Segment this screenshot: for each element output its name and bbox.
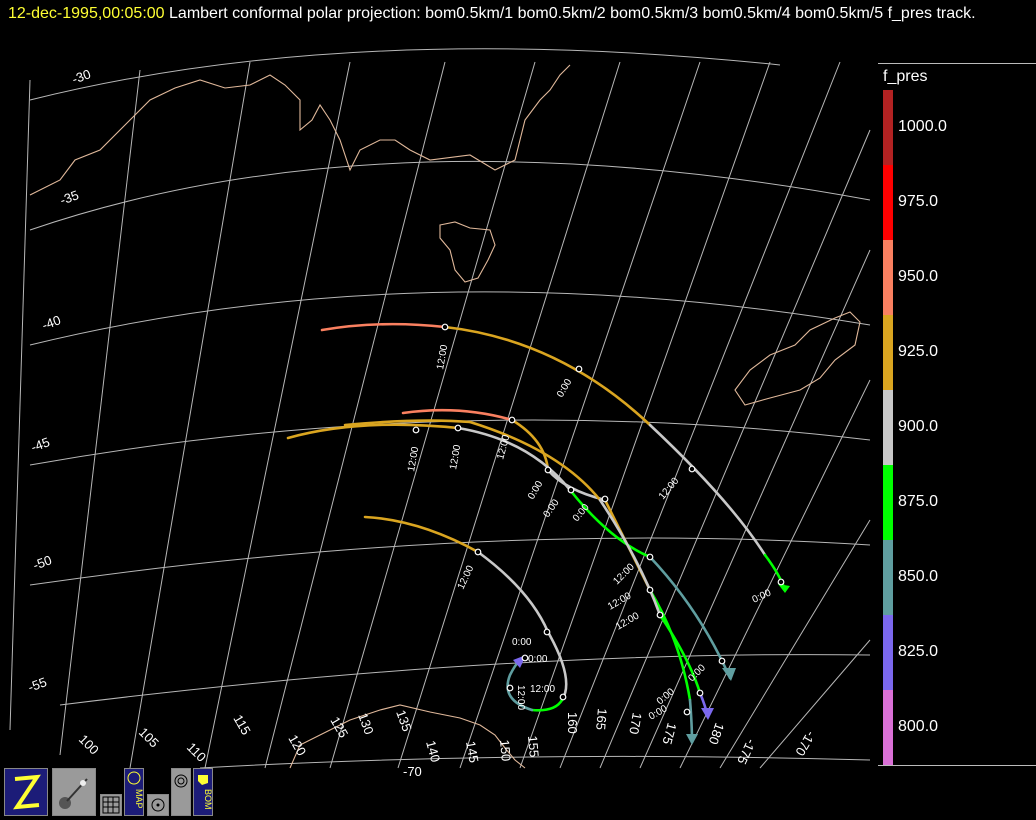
lat-label: -70 (403, 764, 422, 779)
colorbar-label: 825.0 (898, 643, 939, 660)
time-label: 12:00 (515, 685, 526, 710)
colorbar-label: 925.0 (898, 343, 939, 360)
lat-label: -45 (29, 434, 52, 455)
title-text: Lambert conformal polar projection: bom0… (164, 5, 976, 22)
radar-icon[interactable] (171, 768, 191, 816)
colorbar-label: 975.0 (898, 193, 939, 210)
lon-label: 105 (136, 725, 162, 751)
track-points (412, 323, 785, 716)
lon-label: 130 (355, 711, 377, 737)
coastline (29, 64, 861, 769)
colorbar-label: 1000.0 (898, 118, 947, 135)
lon-label: 155 (525, 735, 542, 758)
colorbar-bottom-rule (878, 765, 1036, 766)
time-label: 12:00 (406, 446, 421, 473)
time-label: 12:00 (614, 610, 642, 632)
lon-label: 150 (497, 739, 514, 762)
lat-label: -50 (31, 552, 54, 573)
lon-label: 110 (184, 740, 209, 765)
lon-label: 175 (659, 721, 679, 746)
lon-label: 160 (565, 712, 580, 734)
lon-label: 170 (626, 711, 645, 735)
zeus-logo-icon[interactable] (4, 768, 48, 816)
colorbar-swatch (883, 240, 893, 315)
lon-label: 100 (76, 732, 102, 758)
colorbar-swatch (883, 90, 893, 165)
storm-tracks (286, 322, 787, 744)
colorbar-label: 950.0 (898, 268, 939, 285)
colorbar-swatch (883, 390, 893, 465)
lon-label: 135 (393, 708, 415, 734)
target-icon[interactable] (147, 794, 169, 816)
time-labels: 12:00 0:00 12:00 0:00 12:00 12:00 12:00 … (406, 344, 773, 723)
time-label: 0:00 (541, 497, 561, 520)
title-date: 12-dec-1995,00:05:00 (8, 5, 165, 22)
colorbar-label: 875.0 (898, 493, 939, 510)
colorbar-swatch (883, 540, 893, 615)
lon-label: 180 (706, 721, 728, 747)
time-label: 12:00 (530, 684, 555, 695)
lon-label: 120 (285, 732, 309, 758)
colorbar-label: 800.0 (898, 718, 939, 735)
map-icon[interactable]: MAP (124, 768, 144, 816)
grid-icon[interactable] (100, 794, 122, 816)
colorbar-swatch (883, 315, 893, 390)
colorbar-swatch (883, 165, 893, 240)
lon-label: -170 (792, 729, 818, 759)
bom-icon[interactable]: BOM (193, 768, 213, 816)
lat-label: -55 (26, 674, 49, 695)
time-label: 12:00 (606, 590, 634, 612)
colorbar-label: 900.0 (898, 418, 939, 435)
time-label: 0:00 (526, 479, 545, 502)
time-label: 0:00 (647, 703, 670, 722)
lat-label: -30 (70, 66, 93, 87)
map-icon-text: MAP (134, 789, 143, 809)
time-label: 12:00 (657, 475, 682, 502)
latitude-labels: -30 -35 -40 -45 -50 -55 -70 (26, 66, 422, 779)
time-label: 12:00 (448, 444, 463, 471)
colorbar-swatch (883, 615, 893, 690)
lon-label: 125 (327, 714, 351, 740)
lon-label: 165 (593, 708, 610, 731)
time-label: 12:00 (435, 344, 450, 371)
satellite-icon[interactable] (52, 768, 96, 816)
colorbar-top-rule (878, 63, 1036, 64)
colorbar-label: 850.0 (898, 568, 939, 585)
lat-label: -40 (40, 312, 63, 333)
time-label: 0:00 (528, 654, 548, 665)
lat-label: -35 (58, 187, 81, 208)
graticule (9, 48, 871, 769)
plot-title: 12-dec-1995,00:05:00 Lambert conformal p… (8, 2, 1028, 25)
colorbar-swatch (883, 690, 893, 765)
time-label: 0:00 (555, 377, 574, 400)
lon-label: 140 (423, 739, 443, 764)
time-label: 0:00 (512, 637, 532, 648)
lon-label: 145 (463, 740, 482, 764)
track-arrows (513, 584, 790, 745)
time-label: 0:00 (751, 587, 774, 605)
bom-icon-text: BOM (203, 789, 212, 810)
colorbar-title: f_pres (883, 68, 928, 85)
lon-label: 115 (230, 712, 253, 737)
lon-label: -175 (734, 737, 759, 767)
colorbar-swatch (883, 465, 893, 540)
time-label: 0:00 (655, 686, 677, 707)
time-label: 12:00 (456, 564, 477, 592)
